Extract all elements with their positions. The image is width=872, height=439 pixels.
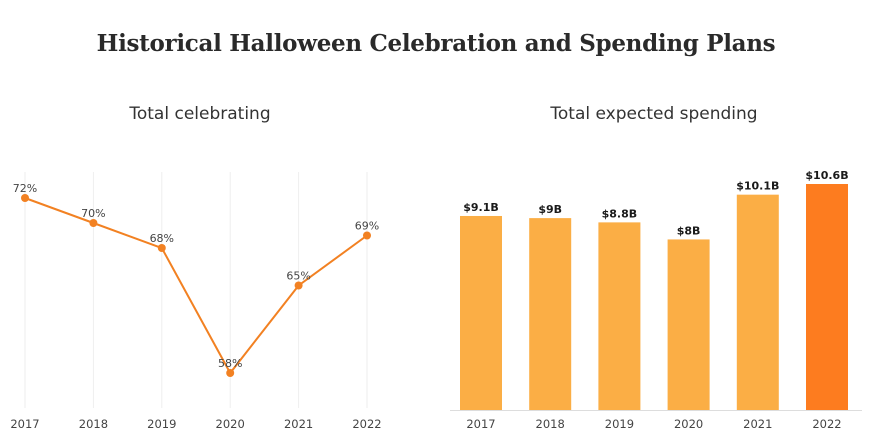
x-tick-label: 2019 <box>147 417 176 431</box>
data-point <box>21 194 29 202</box>
data-label: 58% <box>218 357 242 370</box>
bar <box>529 218 572 410</box>
data-label: 68% <box>150 232 174 245</box>
x-tick-label: 2021 <box>284 417 313 431</box>
bar-value-label: $8B <box>677 224 701 237</box>
data-point <box>294 281 303 290</box>
data-point <box>363 231 371 240</box>
data-label: 69% <box>355 220 379 233</box>
x-tick-label: 2017 <box>466 417 495 431</box>
x-tick-label: 2020 <box>216 417 245 431</box>
celebrating-line <box>24 197 368 375</box>
data-point <box>89 219 98 227</box>
x-tick-label: 2018 <box>79 417 108 431</box>
bar-value-label: $9B <box>538 203 562 216</box>
data-label: 65% <box>286 270 310 283</box>
x-tick-label: 2021 <box>743 417 772 431</box>
data-point <box>226 369 235 377</box>
bar-value-label: $8.8B <box>602 207 638 220</box>
data-label: 70% <box>81 207 105 220</box>
bar-value-label: $10.6B <box>805 169 848 182</box>
bar <box>460 215 502 410</box>
bar-value-label: $9.1B <box>463 201 499 214</box>
bar <box>598 222 641 410</box>
x-tick-label: 2017 <box>10 417 39 431</box>
x-tick-label: 2019 <box>605 417 634 431</box>
page-title: Historical Halloween Celebration and Spe… <box>96 30 776 57</box>
bar-value-label: $10.1B <box>736 180 779 193</box>
bar <box>736 194 779 410</box>
data-point <box>157 244 166 252</box>
x-tick-label: 2018 <box>536 417 565 431</box>
x-tick-label: 2022 <box>812 417 841 431</box>
data-label: 72% <box>13 182 37 195</box>
line-chart-title: Total celebrating <box>129 104 271 124</box>
x-tick-label: 2022 <box>352 417 381 431</box>
bar-chart-title: Total expected spending <box>550 104 758 124</box>
x-tick-label: 2020 <box>674 417 703 431</box>
bar <box>667 239 710 410</box>
bar <box>806 184 848 410</box>
